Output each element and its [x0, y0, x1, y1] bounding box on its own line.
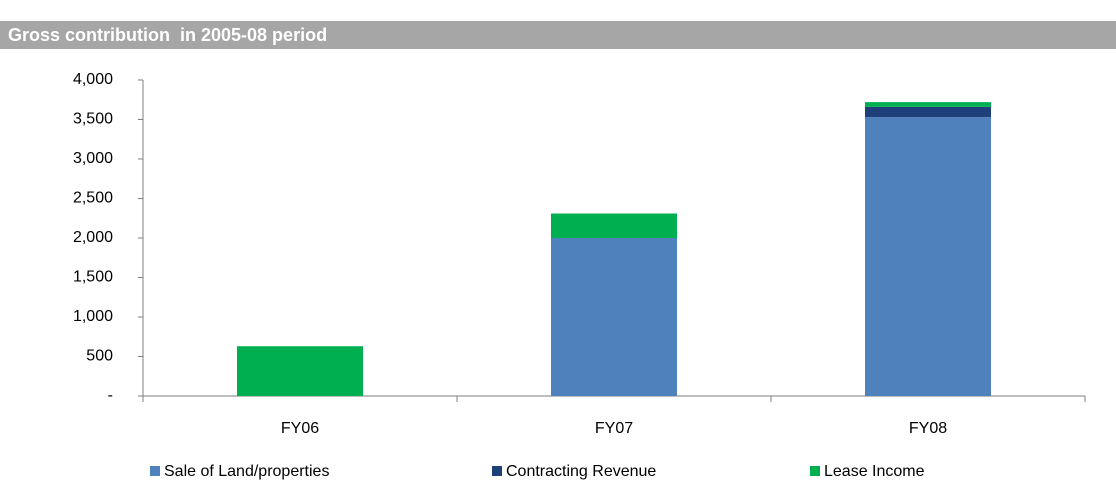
y-tick-label: 3,000 — [73, 150, 113, 167]
legend-label: Sale of Land/properties — [164, 463, 329, 480]
legend-label: Lease Income — [824, 463, 925, 480]
x-tick-label: FY06 — [281, 420, 319, 437]
x-tick-label: FY08 — [909, 420, 947, 437]
legend-label: Contracting Revenue — [506, 463, 656, 480]
y-tick-label: 1,000 — [73, 308, 113, 325]
y-tick-label: 2,500 — [73, 190, 113, 207]
chart-title: Gross contribution in 2005-08 period — [8, 25, 327, 45]
y-tick-label: 4,000 — [73, 71, 113, 88]
bar-segment — [551, 213, 677, 238]
y-tick-label: - — [108, 387, 113, 404]
bar-segment — [865, 117, 991, 396]
title-bar — [0, 21, 1116, 49]
legend-swatch — [150, 466, 160, 476]
bar-segment — [865, 102, 991, 107]
y-tick-label: 3,500 — [73, 111, 113, 128]
y-tick-label: 1,500 — [73, 269, 113, 286]
y-tick-label: 500 — [86, 348, 113, 365]
x-tick-label: FY07 — [595, 420, 633, 437]
legend-swatch — [810, 466, 820, 476]
y-tick-label: 2,000 — [73, 229, 113, 246]
bar-segment — [865, 106, 991, 118]
bar-segment — [551, 238, 677, 396]
legend-swatch — [492, 466, 502, 476]
bar-segment — [237, 346, 363, 396]
